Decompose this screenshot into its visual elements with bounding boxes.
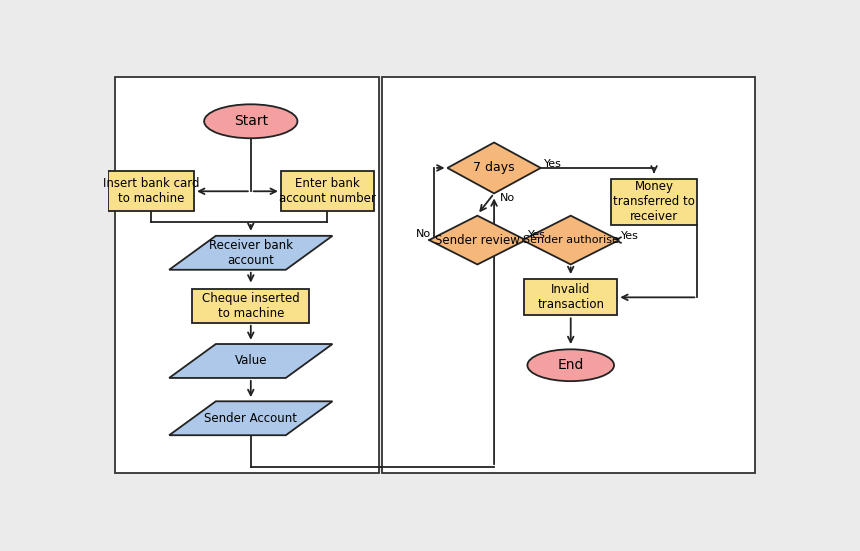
Text: Money
transferred to
receiver: Money transferred to receiver bbox=[613, 180, 695, 223]
Polygon shape bbox=[169, 344, 333, 378]
Polygon shape bbox=[169, 401, 333, 435]
Text: No: No bbox=[500, 193, 514, 203]
Bar bbox=[382, 77, 755, 473]
Bar bbox=[193, 289, 309, 323]
Text: Enter bank
account number: Enter bank account number bbox=[279, 177, 376, 206]
Text: Receiver bank
account: Receiver bank account bbox=[209, 239, 292, 267]
Text: Yes: Yes bbox=[544, 159, 562, 169]
Text: 7 days: 7 days bbox=[473, 161, 515, 175]
Text: Start: Start bbox=[234, 114, 267, 128]
Text: Insert bank card
to machine: Insert bank card to machine bbox=[102, 177, 199, 206]
Text: Yes: Yes bbox=[528, 230, 545, 240]
Text: Invalid
transaction: Invalid transaction bbox=[538, 283, 605, 311]
Bar bbox=[108, 171, 194, 212]
Text: End: End bbox=[557, 358, 584, 372]
Text: Sender Account: Sender Account bbox=[205, 412, 298, 425]
Text: No: No bbox=[415, 229, 431, 239]
Text: Cheque inserted
to machine: Cheque inserted to machine bbox=[202, 292, 299, 320]
Text: Value: Value bbox=[235, 354, 267, 368]
Bar bbox=[280, 171, 374, 212]
Polygon shape bbox=[522, 215, 619, 264]
Polygon shape bbox=[429, 215, 525, 264]
Text: Yes: Yes bbox=[621, 231, 639, 241]
Polygon shape bbox=[447, 143, 541, 193]
Ellipse shape bbox=[527, 349, 614, 381]
Bar bbox=[524, 279, 617, 315]
Ellipse shape bbox=[204, 104, 298, 138]
Bar bbox=[115, 77, 378, 473]
Text: Sender authorise: Sender authorise bbox=[523, 235, 618, 245]
Bar bbox=[611, 179, 697, 225]
Text: Sender review: Sender review bbox=[435, 234, 519, 246]
Polygon shape bbox=[169, 236, 333, 270]
